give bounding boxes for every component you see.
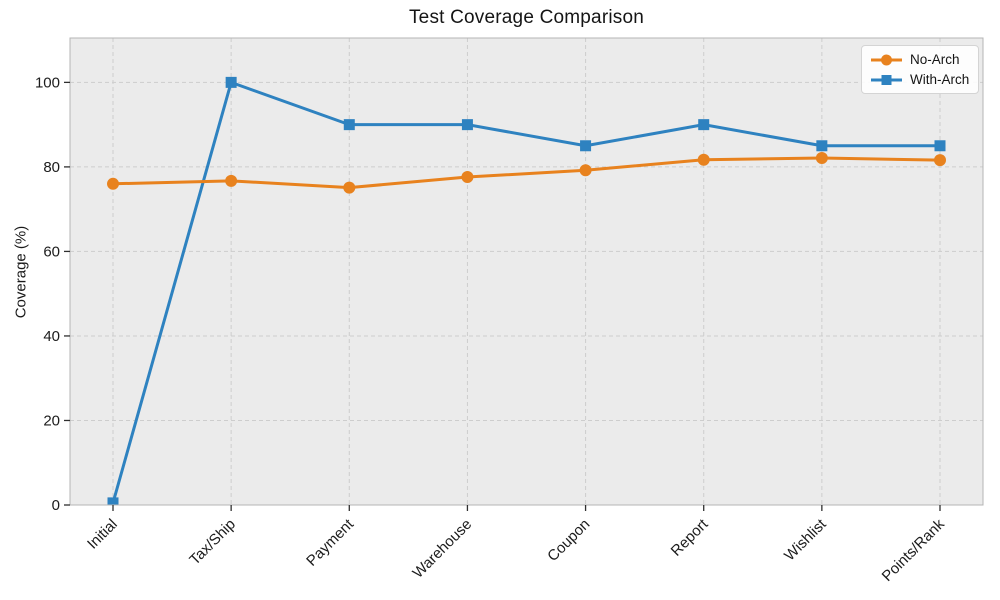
y-tick-label-1: 20 bbox=[43, 412, 60, 429]
series-line-no-arch bbox=[111, 156, 942, 190]
chart-title: Test Coverage Comparison bbox=[408, 7, 645, 28]
x-tick-label-7: Points/Rank bbox=[879, 515, 949, 585]
marker-with-arch-7 bbox=[934, 140, 946, 152]
legend-label-with-arch: With-Arch bbox=[910, 72, 970, 87]
marker-no-arch-6 bbox=[815, 152, 828, 165]
x-tick-label-1: Tax/Ship bbox=[186, 516, 239, 569]
y-tick-label-3: 60 bbox=[43, 243, 60, 260]
line-square-marker-icon bbox=[871, 74, 902, 85]
marker-with-arch-3 bbox=[461, 119, 473, 131]
axes-frame bbox=[69, 37, 984, 506]
series-line-with-arch bbox=[111, 80, 942, 505]
x-tick-label-5: Report bbox=[668, 515, 712, 559]
x-tick-label-4: Coupon bbox=[544, 516, 593, 565]
y-tick-label-0: 0 bbox=[52, 497, 60, 514]
marker-no-arch-2 bbox=[343, 181, 356, 194]
x-tick-label-2: Payment bbox=[303, 515, 357, 569]
y-tick-label-4: 80 bbox=[43, 159, 60, 176]
legend-label-no-arch: No-Arch bbox=[910, 52, 960, 67]
marker-with-arch-1 bbox=[225, 76, 237, 88]
marker-with-arch-0 bbox=[107, 497, 119, 505]
marker-with-arch-6 bbox=[816, 140, 828, 152]
series-group bbox=[107, 76, 946, 505]
x-tick-label-3: Warehouse bbox=[409, 516, 475, 582]
y-tick-label-2: 40 bbox=[43, 328, 60, 345]
marker-no-arch-1 bbox=[225, 174, 238, 187]
marker-no-arch-5 bbox=[697, 153, 710, 166]
legend-item-no-arch: No-Arch bbox=[870, 51, 969, 68]
marker-no-arch-4 bbox=[579, 164, 592, 177]
legend: No-Arch With-Arch bbox=[861, 45, 980, 94]
legend-item-with-arch: With-Arch bbox=[870, 71, 969, 88]
marker-with-arch-2 bbox=[343, 119, 355, 131]
marker-no-arch-0 bbox=[107, 177, 119, 190]
marker-with-arch-5 bbox=[698, 119, 710, 131]
line-circle-marker-icon bbox=[871, 54, 902, 65]
x-tick-label-6: Wishlist bbox=[781, 515, 830, 564]
x-tick-label-0: Initial bbox=[84, 516, 121, 553]
marker-no-arch-3 bbox=[461, 171, 474, 184]
marker-with-arch-4 bbox=[580, 140, 592, 152]
y-tick-label-5: 100 bbox=[35, 74, 60, 91]
plot-background bbox=[70, 38, 983, 505]
marker-no-arch-7 bbox=[934, 154, 946, 167]
